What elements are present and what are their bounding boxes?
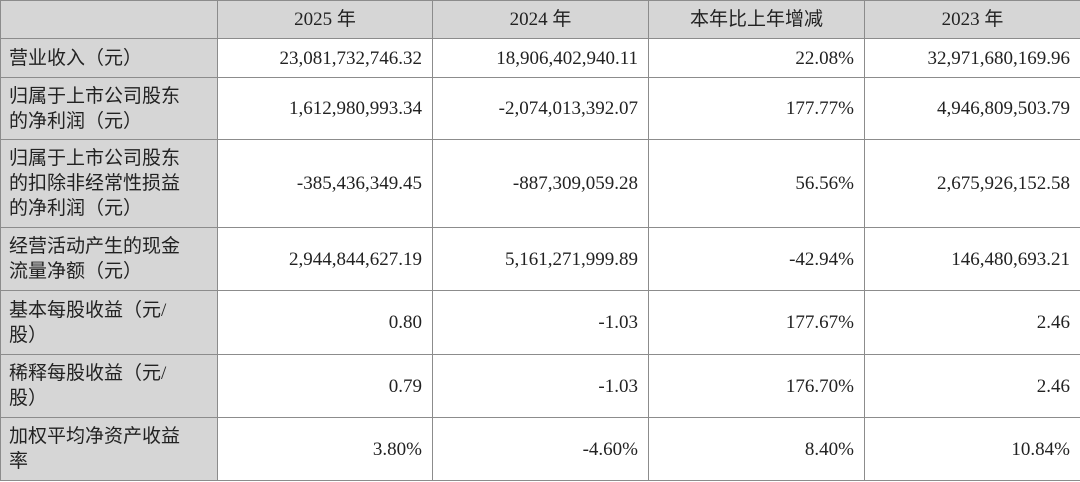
table-row: 营业收入（元） 23,081,732,746.32 18,906,402,940.1… xyxy=(0,38,1080,78)
row-label: 基本每股收益（元/股） xyxy=(0,290,218,355)
header-cell: 2024 年 xyxy=(432,0,649,39)
table-row: 经营活动产生的现金 流量净额（元） 2,944,844,627.19 5,161,27… xyxy=(0,227,1080,291)
value-cell: 146,480,693.21 xyxy=(864,227,1080,291)
value-cell: 8.40% xyxy=(648,417,865,481)
row-label: 稀释每股收益（元/股） xyxy=(0,354,218,418)
label-line: 经营活动产生的现金 xyxy=(9,236,181,257)
value-cell: 23,081,732,746.32 xyxy=(217,38,433,78)
value-cell: 177.67% xyxy=(648,290,865,355)
label-line: 的扣除非经常性损益 xyxy=(9,173,181,194)
value-cell: 4,946,809,503.79 xyxy=(864,77,1080,140)
label-line: 的净利润（元） xyxy=(9,110,143,132)
table-row: 基本每股收益（元/股） 0.80 -1.03 177.67% 2.46 xyxy=(0,290,1080,355)
label-line: 加权平均净资产收益 xyxy=(9,426,181,447)
value-cell: 0.79 xyxy=(217,354,433,418)
row-label: 归属于上市公司股东 的扣除非经常性损益 的净利润（元） xyxy=(0,139,218,228)
value-cell: 56.56% xyxy=(648,139,865,228)
label-line: 流量净额（元） xyxy=(9,261,143,282)
value-cell: -2,074,013,392.07 xyxy=(432,77,649,140)
header-cell xyxy=(0,0,218,39)
value-cell: 32,971,680,169.96 xyxy=(864,38,1080,78)
header-cell: 2025 年 xyxy=(217,0,433,39)
row-label: 加权平均净资产收益率 xyxy=(0,417,218,481)
label-line: 率 xyxy=(9,451,29,472)
header-cell: 本年比上年增减 xyxy=(648,0,865,39)
value-cell: 22.08% xyxy=(648,38,865,78)
label-line: 的净利润（元） xyxy=(9,198,143,219)
value-cell: 0.80 xyxy=(217,290,433,355)
value-cell: 176.70% xyxy=(648,354,865,418)
table-row: 稀释每股收益（元/股） 0.79 -1.03 176.70% 2.46 xyxy=(0,354,1080,418)
value-cell: 18,906,402,940.11 xyxy=(432,38,649,78)
table-row: 加权平均净资产收益率 3.80% -4.60% 8.40% 10.84% xyxy=(0,417,1080,481)
value-cell: -1.03 xyxy=(432,354,649,418)
header-cell: 2023 年 xyxy=(864,0,1080,39)
value-cell: -1.03 xyxy=(432,290,649,355)
row-label: 营业收入（元） xyxy=(0,38,218,78)
value-cell: -4.60% xyxy=(432,417,649,481)
table-row: 归属于上市公司股东 的净利润（元） 1,612,980,993.34 -2,074,0… xyxy=(0,77,1080,140)
row-label: 归属于上市公司股东 的净利润（元） xyxy=(0,77,218,140)
row-label: 经营活动产生的现金 流量净额（元） xyxy=(0,227,218,291)
value-cell: 177.77% xyxy=(648,77,865,140)
table-body: 营业收入（元） 23,081,732,746.32 18,906,402,940.1… xyxy=(0,38,1080,481)
value-cell: -887,309,059.28 xyxy=(432,139,649,228)
value-cell: 2.46 xyxy=(864,290,1080,355)
label-line: 稀释每股收益（元/ xyxy=(9,363,167,384)
label-line: 营业收入（元） xyxy=(9,47,143,69)
value-cell: 5,161,271,999.89 xyxy=(432,227,649,291)
table-row: 归属于上市公司股东 的扣除非经常性损益 的净利润（元） -385,436,349.45… xyxy=(0,139,1080,228)
value-cell: 2.46 xyxy=(864,354,1080,418)
label-line: 归属于上市公司股东 xyxy=(9,148,181,169)
value-cell: 2,944,844,627.19 xyxy=(217,227,433,291)
value-cell: 3.80% xyxy=(217,417,433,481)
value-cell: -385,436,349.45 xyxy=(217,139,433,228)
label-line: 基本每股收益（元/ xyxy=(9,299,167,321)
value-cell: -42.94% xyxy=(648,227,865,291)
label-line: 股） xyxy=(9,324,48,346)
header-row: 2025 年 2024 年本年比上年增减 2023 年 xyxy=(0,0,1080,39)
value-cell: 1,612,980,993.34 xyxy=(217,77,433,140)
label-line: 归属于上市公司股东 xyxy=(9,85,181,107)
value-cell: 2,675,926,152.58 xyxy=(864,139,1080,228)
value-cell: 10.84% xyxy=(864,417,1080,481)
label-line: 股） xyxy=(9,388,48,409)
